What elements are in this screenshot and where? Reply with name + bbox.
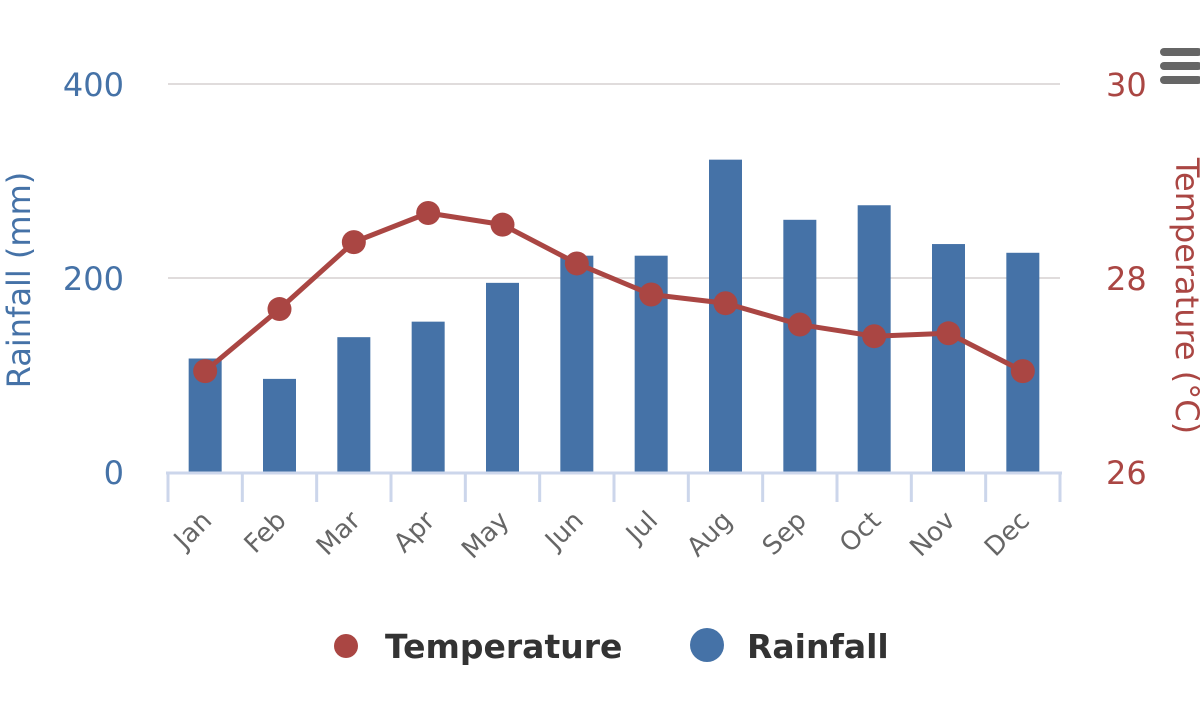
temperature-point — [193, 359, 218, 384]
legend-rainfall-label: Rainfall — [747, 627, 889, 666]
x-tick-label: Dec — [979, 506, 1036, 563]
x-tick-label: Aug — [681, 506, 738, 563]
temperature-line-path — [203, 210, 1024, 374]
temperature-point — [490, 212, 515, 237]
y-right-tick-label: 26 — [1106, 454, 1147, 492]
rainfall-bar — [932, 244, 965, 472]
x-tick-label: Sep — [757, 506, 813, 562]
temperature-point — [936, 321, 961, 346]
temperature-point — [416, 201, 441, 226]
x-axis: Jan Feb Mar Apr May Jun Jul Aug Sep Oct Nov Dec — [166, 471, 1062, 565]
rainfall-bar — [411, 321, 445, 472]
y-right-axis-title: Temperature (°C) — [1168, 157, 1200, 434]
x-tick-label: Nov — [904, 506, 961, 563]
y-axis-left: 0 200 400 Rainfall (mm) — [0, 66, 124, 492]
rainfall-bar — [337, 337, 371, 472]
x-tick-label: May — [456, 506, 515, 565]
x-tick-label: Apr — [388, 506, 441, 559]
temperature-point — [1010, 359, 1035, 384]
rainfall-bar — [709, 159, 742, 472]
y-left-tick-label: 200 — [63, 260, 124, 298]
rainfall-bar — [486, 282, 519, 472]
x-tick-label: Oct — [834, 506, 887, 559]
x-tick-label: Jan — [167, 506, 218, 557]
y-left-axis-title: Rainfall (mm) — [0, 172, 38, 388]
temperature-point — [341, 230, 366, 255]
temperature-line — [193, 201, 1035, 384]
temperature-point — [639, 282, 664, 307]
x-tick-label: Jun — [538, 506, 589, 557]
temperature-point — [713, 291, 738, 316]
x-tick-label: Feb — [239, 506, 293, 560]
rainfall-bar — [263, 378, 296, 472]
temperature-point — [267, 297, 292, 322]
temperature-point — [787, 312, 812, 337]
y-left-tick-label: 400 — [63, 66, 124, 104]
grid-lines — [168, 83, 1060, 279]
temperature-point — [564, 251, 589, 276]
hamburger-menu-icon[interactable] — [1160, 48, 1200, 88]
y-axis-right: 26 28 30 Temperature (°C) — [1106, 66, 1200, 492]
y-left-tick-label: 0 — [104, 454, 124, 492]
x-tick-label: Mar — [311, 506, 367, 562]
legend-temperature-label: Temperature — [385, 627, 622, 666]
rainfall-bar — [783, 219, 817, 472]
legend-temperature-marker — [334, 634, 358, 658]
y-right-tick-label: 30 — [1106, 66, 1147, 104]
x-tick-label: Jul — [619, 506, 664, 551]
y-right-tick-label: 28 — [1106, 260, 1147, 298]
temperature-point — [862, 324, 887, 349]
legend: Temperature Rainfall — [334, 627, 889, 666]
rainfall-bars — [188, 159, 1040, 472]
rainfall-bar — [560, 255, 594, 472]
legend-rainfall-marker — [690, 628, 724, 662]
